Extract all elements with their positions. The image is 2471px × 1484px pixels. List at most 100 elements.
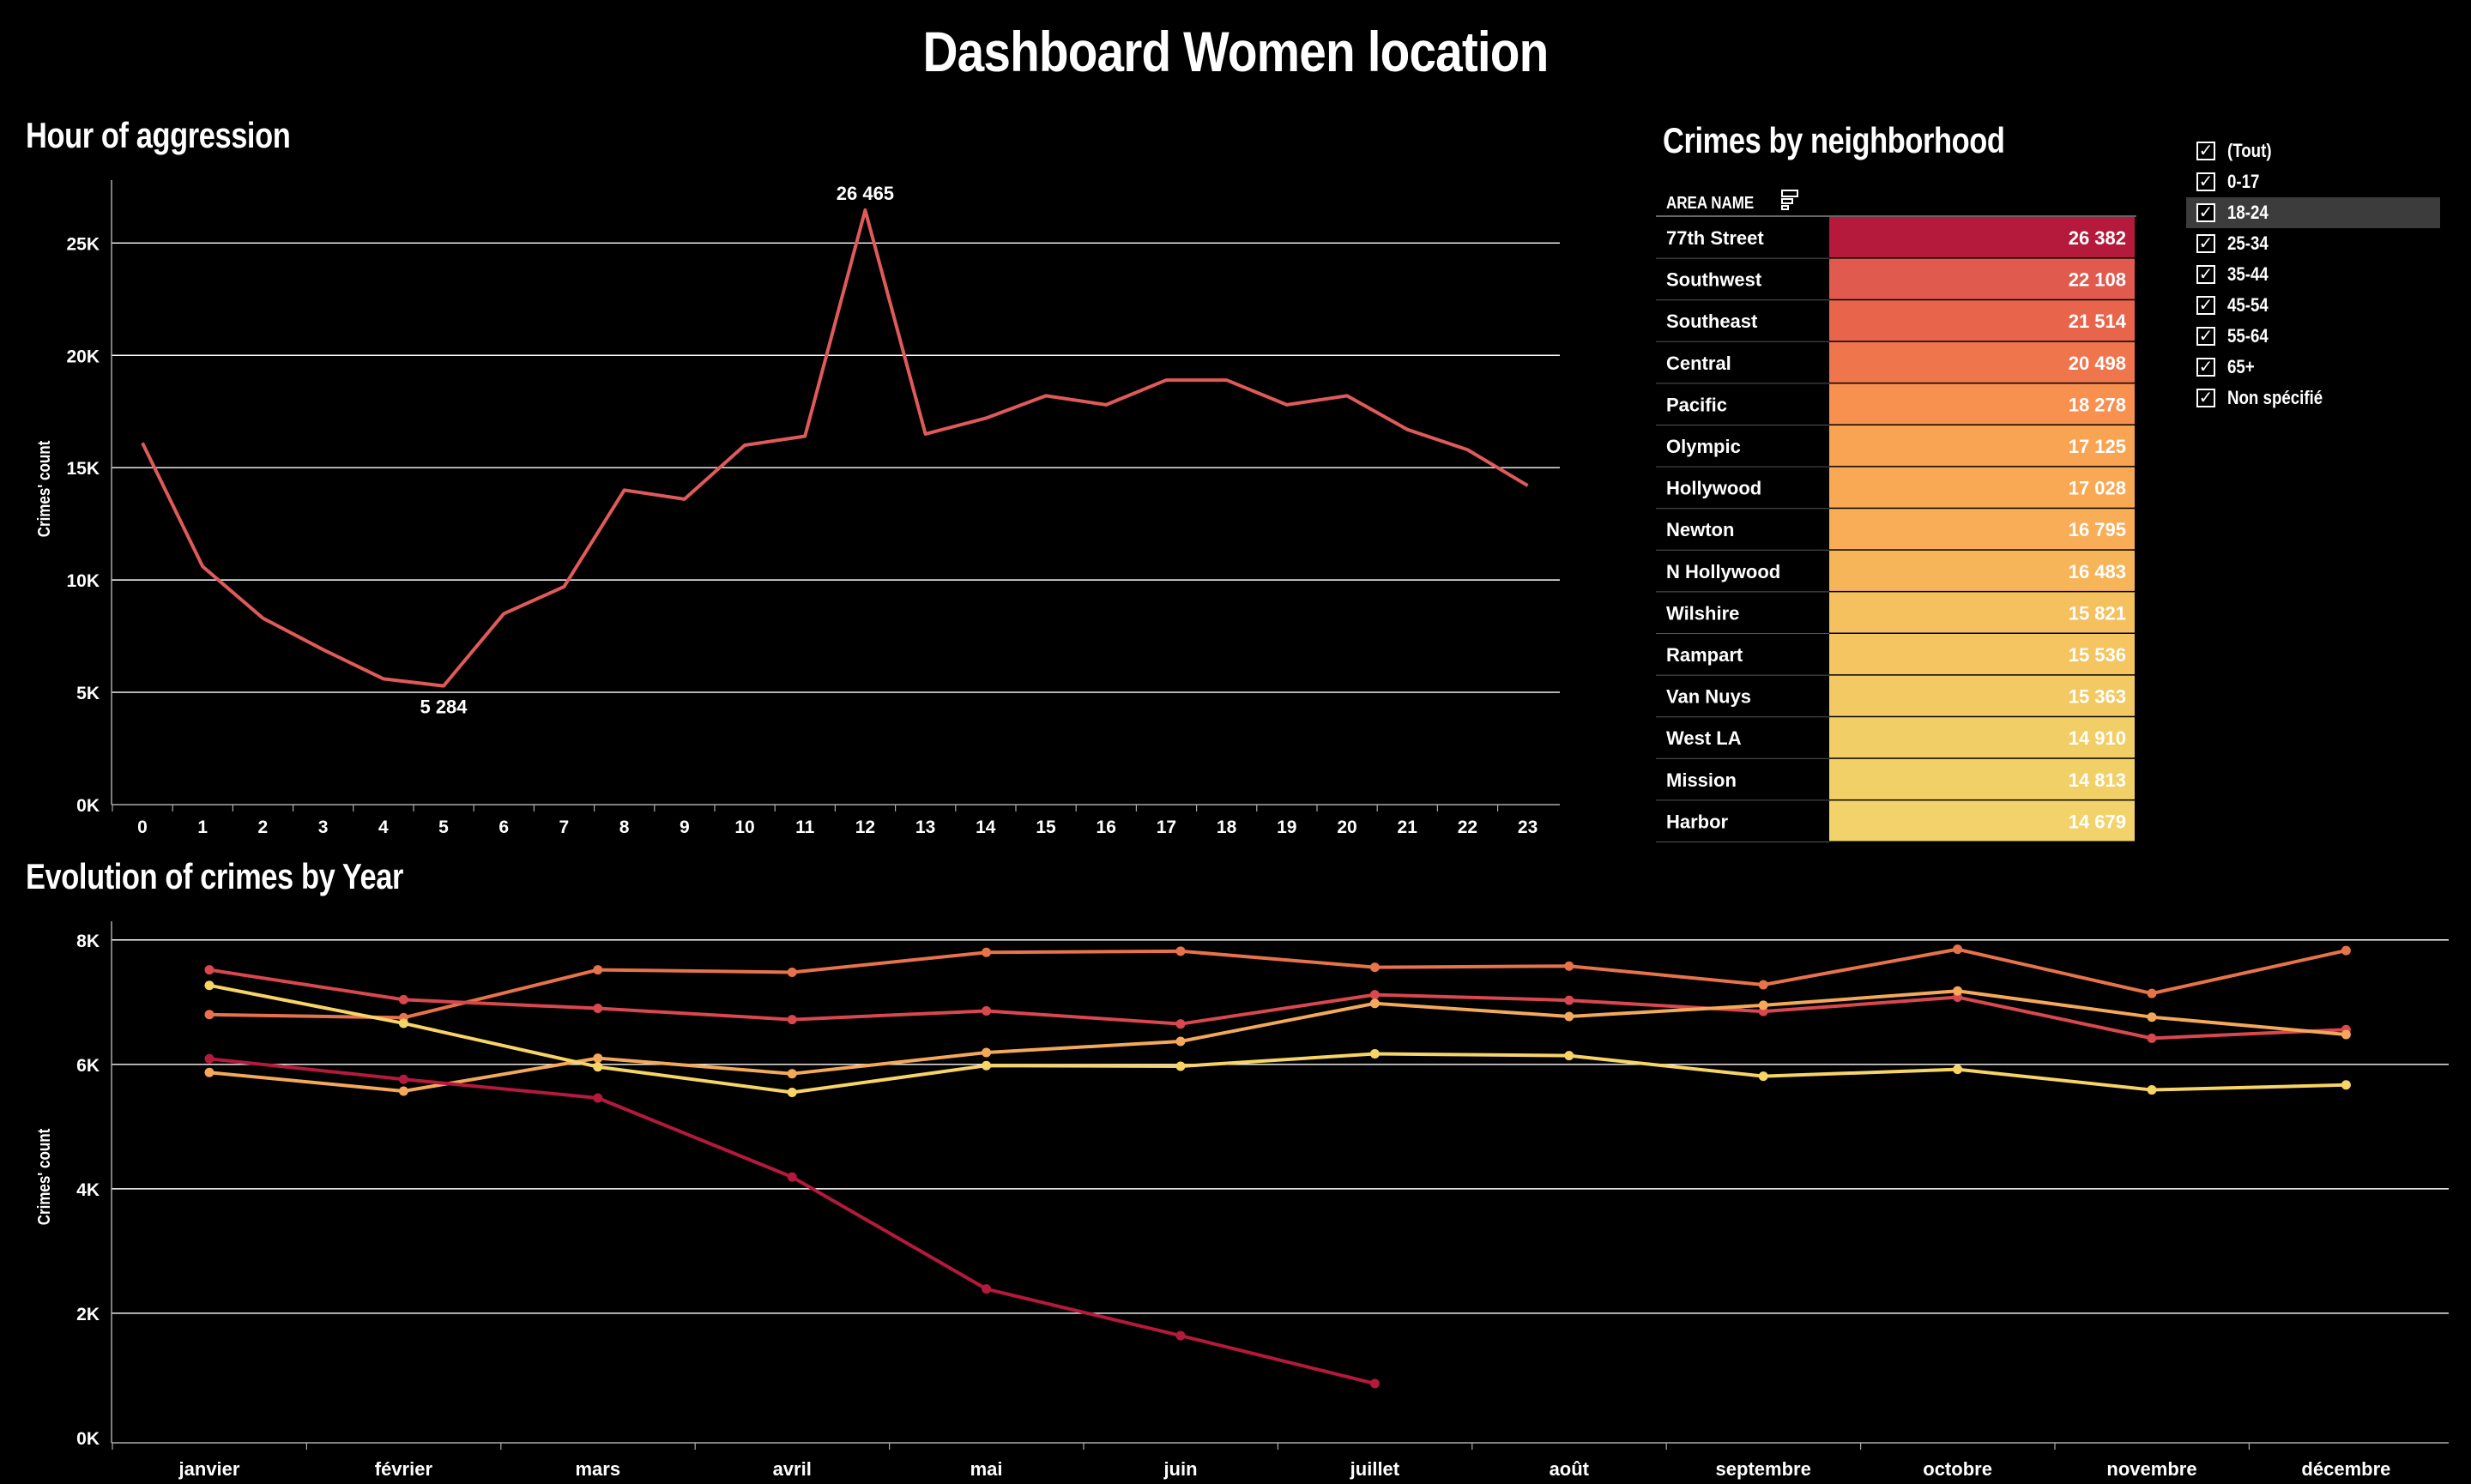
year-data-point[interactable] [1564, 961, 1574, 971]
year-series-line[interactable] [208, 983, 2347, 1095]
year-data-point[interactable] [982, 947, 992, 957]
year-data-point[interactable] [204, 965, 214, 975]
year-data-point[interactable] [398, 1086, 408, 1096]
year-data-point[interactable] [204, 1067, 214, 1077]
neighborhood-row[interactable]: Central 20 498 [1656, 341, 2135, 384]
neighborhood-row[interactable]: Hollywood 17 028 [1656, 467, 2135, 510]
sort-icon[interactable] [1781, 190, 1798, 210]
year-data-point[interactable] [1369, 998, 1380, 1009]
year-data-point[interactable] [1175, 1036, 1186, 1047]
year-data-point[interactable] [1953, 1065, 1963, 1075]
neighborhood-row[interactable]: Southeast 21 514 [1656, 300, 2135, 342]
neighborhood-row[interactable]: Van Nuys 15 363 [1656, 675, 2135, 718]
neighborhood-row[interactable]: Wilshire 15 821 [1656, 592, 2135, 634]
neighborhood-row[interactable]: 77th Street 26 382 [1656, 217, 2135, 259]
year-data-point[interactable] [204, 980, 214, 991]
checkbox-icon[interactable]: ✓ [2196, 172, 2215, 191]
neighborhood-row[interactable]: Southwest 22 108 [1656, 258, 2135, 301]
year-data-point[interactable] [1953, 944, 1963, 955]
checkbox-icon[interactable]: ✓ [2196, 234, 2215, 253]
year-data-point[interactable] [787, 1015, 797, 1025]
year-data-point[interactable] [1175, 946, 1186, 956]
year-data-point[interactable] [593, 1062, 603, 1072]
year-series-line[interactable] [208, 1057, 1375, 1385]
year-data-point[interactable] [982, 1005, 992, 1016]
year-data-point[interactable] [787, 967, 797, 977]
year-data-point[interactable] [1953, 986, 1963, 996]
year-data-point[interactable] [593, 1004, 603, 1014]
year-data-point[interactable] [2147, 988, 2157, 998]
year-data-point[interactable] [1175, 1330, 1186, 1341]
age-filter-option[interactable]: ✓ 55-64 [2186, 321, 2440, 352]
year-data-point[interactable] [1369, 1048, 1380, 1059]
checkbox-icon[interactable]: ✓ [2196, 327, 2215, 346]
year-series-line[interactable] [208, 989, 2347, 1094]
year-data-point[interactable] [787, 1087, 797, 1097]
year-series-line[interactable] [208, 968, 2347, 1041]
year-chart-series[interactable] [204, 944, 2351, 1389]
year-data-point[interactable] [1175, 1061, 1186, 1071]
age-filter-option[interactable]: ✓ 25-34 [2186, 228, 2440, 259]
neighborhood-cell [1829, 217, 2135, 258]
year-data-point[interactable] [787, 1172, 797, 1182]
year-data-point[interactable] [982, 1284, 992, 1294]
age-filter-option[interactable]: ✓ Non spécifié [2186, 383, 2440, 413]
neighborhood-row[interactable]: Olympic 17 125 [1656, 425, 2135, 468]
checkbox-icon[interactable]: ✓ [2196, 358, 2215, 377]
year-data-point[interactable] [2147, 1033, 2157, 1043]
checkbox-icon[interactable]: ✓ [2196, 389, 2215, 407]
age-filter-option[interactable]: ✓ 35-44 [2186, 259, 2440, 290]
year-data-point[interactable] [1175, 1019, 1186, 1029]
neighborhood-rows[interactable]: 77th Street 26 382 Southwest 22 108 Southeas… [1656, 217, 2135, 842]
year-data-point[interactable] [204, 1053, 214, 1064]
neighborhood-row[interactable]: Rampart 15 536 [1656, 634, 2135, 676]
neighborhood-row[interactable]: Pacific 18 278 [1656, 383, 2135, 425]
year-data-point[interactable] [2147, 1085, 2157, 1095]
year-data-point[interactable] [1758, 980, 1768, 990]
hour-series-line[interactable] [141, 208, 1529, 688]
year-data-point[interactable] [982, 1047, 992, 1058]
age-filter-panel[interactable]: ✓ (Tout) ✓ 0-17 ✓ 18-24 ✓ 25-34 ✓ 35-44 ✓ 45-54 ✓ 55-… [2186, 136, 2440, 413]
year-data-point[interactable] [2341, 1080, 2351, 1090]
age-filter-option[interactable]: ✓ 0-17 [2186, 166, 2440, 197]
area-name-column-header[interactable]: AREA NAME [1666, 193, 1754, 213]
year-data-point[interactable] [593, 965, 603, 975]
year-data-point[interactable] [398, 1018, 408, 1029]
checkbox-icon[interactable]: ✓ [2196, 203, 2215, 222]
year-data-point[interactable] [1564, 1011, 1574, 1022]
year-data-point[interactable] [398, 1074, 408, 1084]
neighborhood-table[interactable]: AREA NAME 77th Street 26 382 Southwest 22 1… [1647, 180, 2145, 858]
age-filter-option[interactable]: ✓ 65+ [2186, 352, 2440, 383]
neighborhood-row[interactable]: Newton 16 795 [1656, 509, 2135, 551]
checkbox-icon[interactable]: ✓ [2196, 265, 2215, 284]
neighborhood-row[interactable]: Harbor 14 679 [1656, 800, 2135, 842]
year-data-point[interactable] [593, 1053, 603, 1064]
year-data-point[interactable] [1369, 990, 1380, 1000]
year-data-point[interactable] [398, 994, 408, 1004]
year-data-point[interactable] [593, 1093, 603, 1103]
year-line-chart[interactable]: 0K 2K 4K 6K 8K janvier février mars avril mai jui… [0, 909, 2471, 1484]
year-data-point[interactable] [1369, 1378, 1380, 1389]
year-data-point[interactable] [1564, 995, 1574, 1005]
neighborhood-row[interactable]: N Hollywood 16 483 [1656, 550, 2135, 593]
year-data-point[interactable] [1758, 1000, 1768, 1010]
age-filter-option[interactable]: ✓ 18-24 [2186, 197, 2440, 228]
year-data-point[interactable] [204, 1010, 214, 1020]
neighborhood-row[interactable]: West LA 14 910 [1656, 717, 2135, 759]
year-data-point[interactable] [982, 1060, 992, 1071]
year-data-point[interactable] [2341, 945, 2351, 956]
year-data-point[interactable] [2147, 1012, 2157, 1023]
hour-chart-series[interactable] [141, 208, 1529, 688]
year-data-point[interactable] [1758, 1071, 1768, 1082]
year-series-line[interactable] [208, 947, 2347, 1020]
year-data-point[interactable] [1564, 1051, 1574, 1061]
year-data-point[interactable] [2341, 1029, 2351, 1040]
age-filter-option[interactable]: ✓ (Tout) [2186, 136, 2440, 166]
checkbox-icon[interactable]: ✓ [2196, 142, 2215, 160]
neighborhood-row[interactable]: Mission 14 813 [1656, 758, 2135, 801]
checkbox-icon[interactable]: ✓ [2196, 296, 2215, 315]
year-data-point[interactable] [787, 1069, 797, 1079]
age-filter-option[interactable]: ✓ 45-54 [2186, 290, 2440, 321]
year-data-point[interactable] [1369, 962, 1380, 973]
